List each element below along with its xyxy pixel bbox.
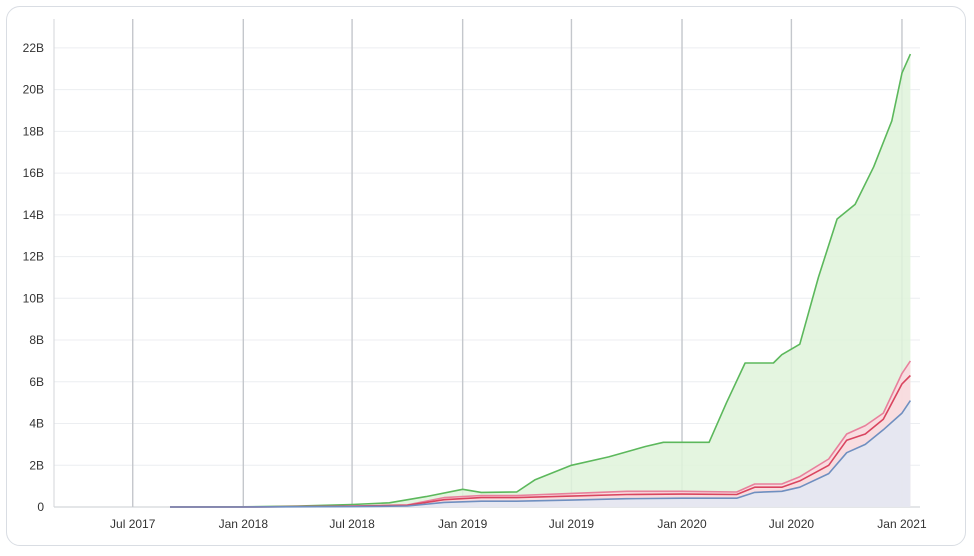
series-2-line	[170, 374, 911, 508]
series-0-area	[169, 54, 911, 507]
x-tick-label: Jan 2020	[657, 517, 707, 531]
y-tick-label: 20B	[23, 83, 44, 97]
y-tick-label: 8B	[29, 333, 44, 347]
y-tick-label: 14B	[23, 208, 44, 222]
series-0-line	[169, 53, 912, 508]
x-tick-label: Jan 2019	[438, 517, 488, 531]
series-3-area	[169, 400, 911, 507]
x-tick-label: Jul 2020	[769, 517, 815, 531]
y-tick-label: 0	[37, 500, 44, 514]
y-tick-label: 10B	[23, 291, 44, 305]
line-layer	[169, 53, 912, 508]
x-tick-label: Jan 2018	[219, 517, 269, 531]
x-tick-label: Jul 2018	[329, 517, 375, 531]
y-tick-label: 22B	[23, 41, 44, 55]
y-tick-label: 18B	[23, 124, 44, 138]
x-tick-label: Jul 2017	[110, 517, 156, 531]
x-tick-label: Jan 2021	[877, 517, 927, 531]
y-tick-label: 2B	[29, 458, 44, 472]
x-tick-label: Jul 2019	[549, 517, 595, 531]
y-tick-label: 4B	[29, 417, 44, 431]
y-tick-label: 16B	[23, 166, 44, 180]
y-tick-label: 6B	[29, 375, 44, 389]
axis-layer: 0 2B 4B 6B 8B 10B 12B 14B 16B 18B 20B 22B Jul 2017 Ja…	[23, 41, 927, 531]
area-chart: 0 2B 4B 6B 8B 10B 12B 14B 16B 18B 20B 22B Jul 2017 Ja…	[23, 19, 927, 531]
series-3-line	[170, 400, 912, 508]
y-tick-label: 12B	[23, 250, 44, 264]
area-layer	[169, 54, 911, 507]
grid-layer	[53, 19, 920, 508]
chart-card: 0 2B 4B 6B 8B 10B 12B 14B 16B 18B 20B 22B Jul 2017 Ja…	[6, 6, 966, 546]
